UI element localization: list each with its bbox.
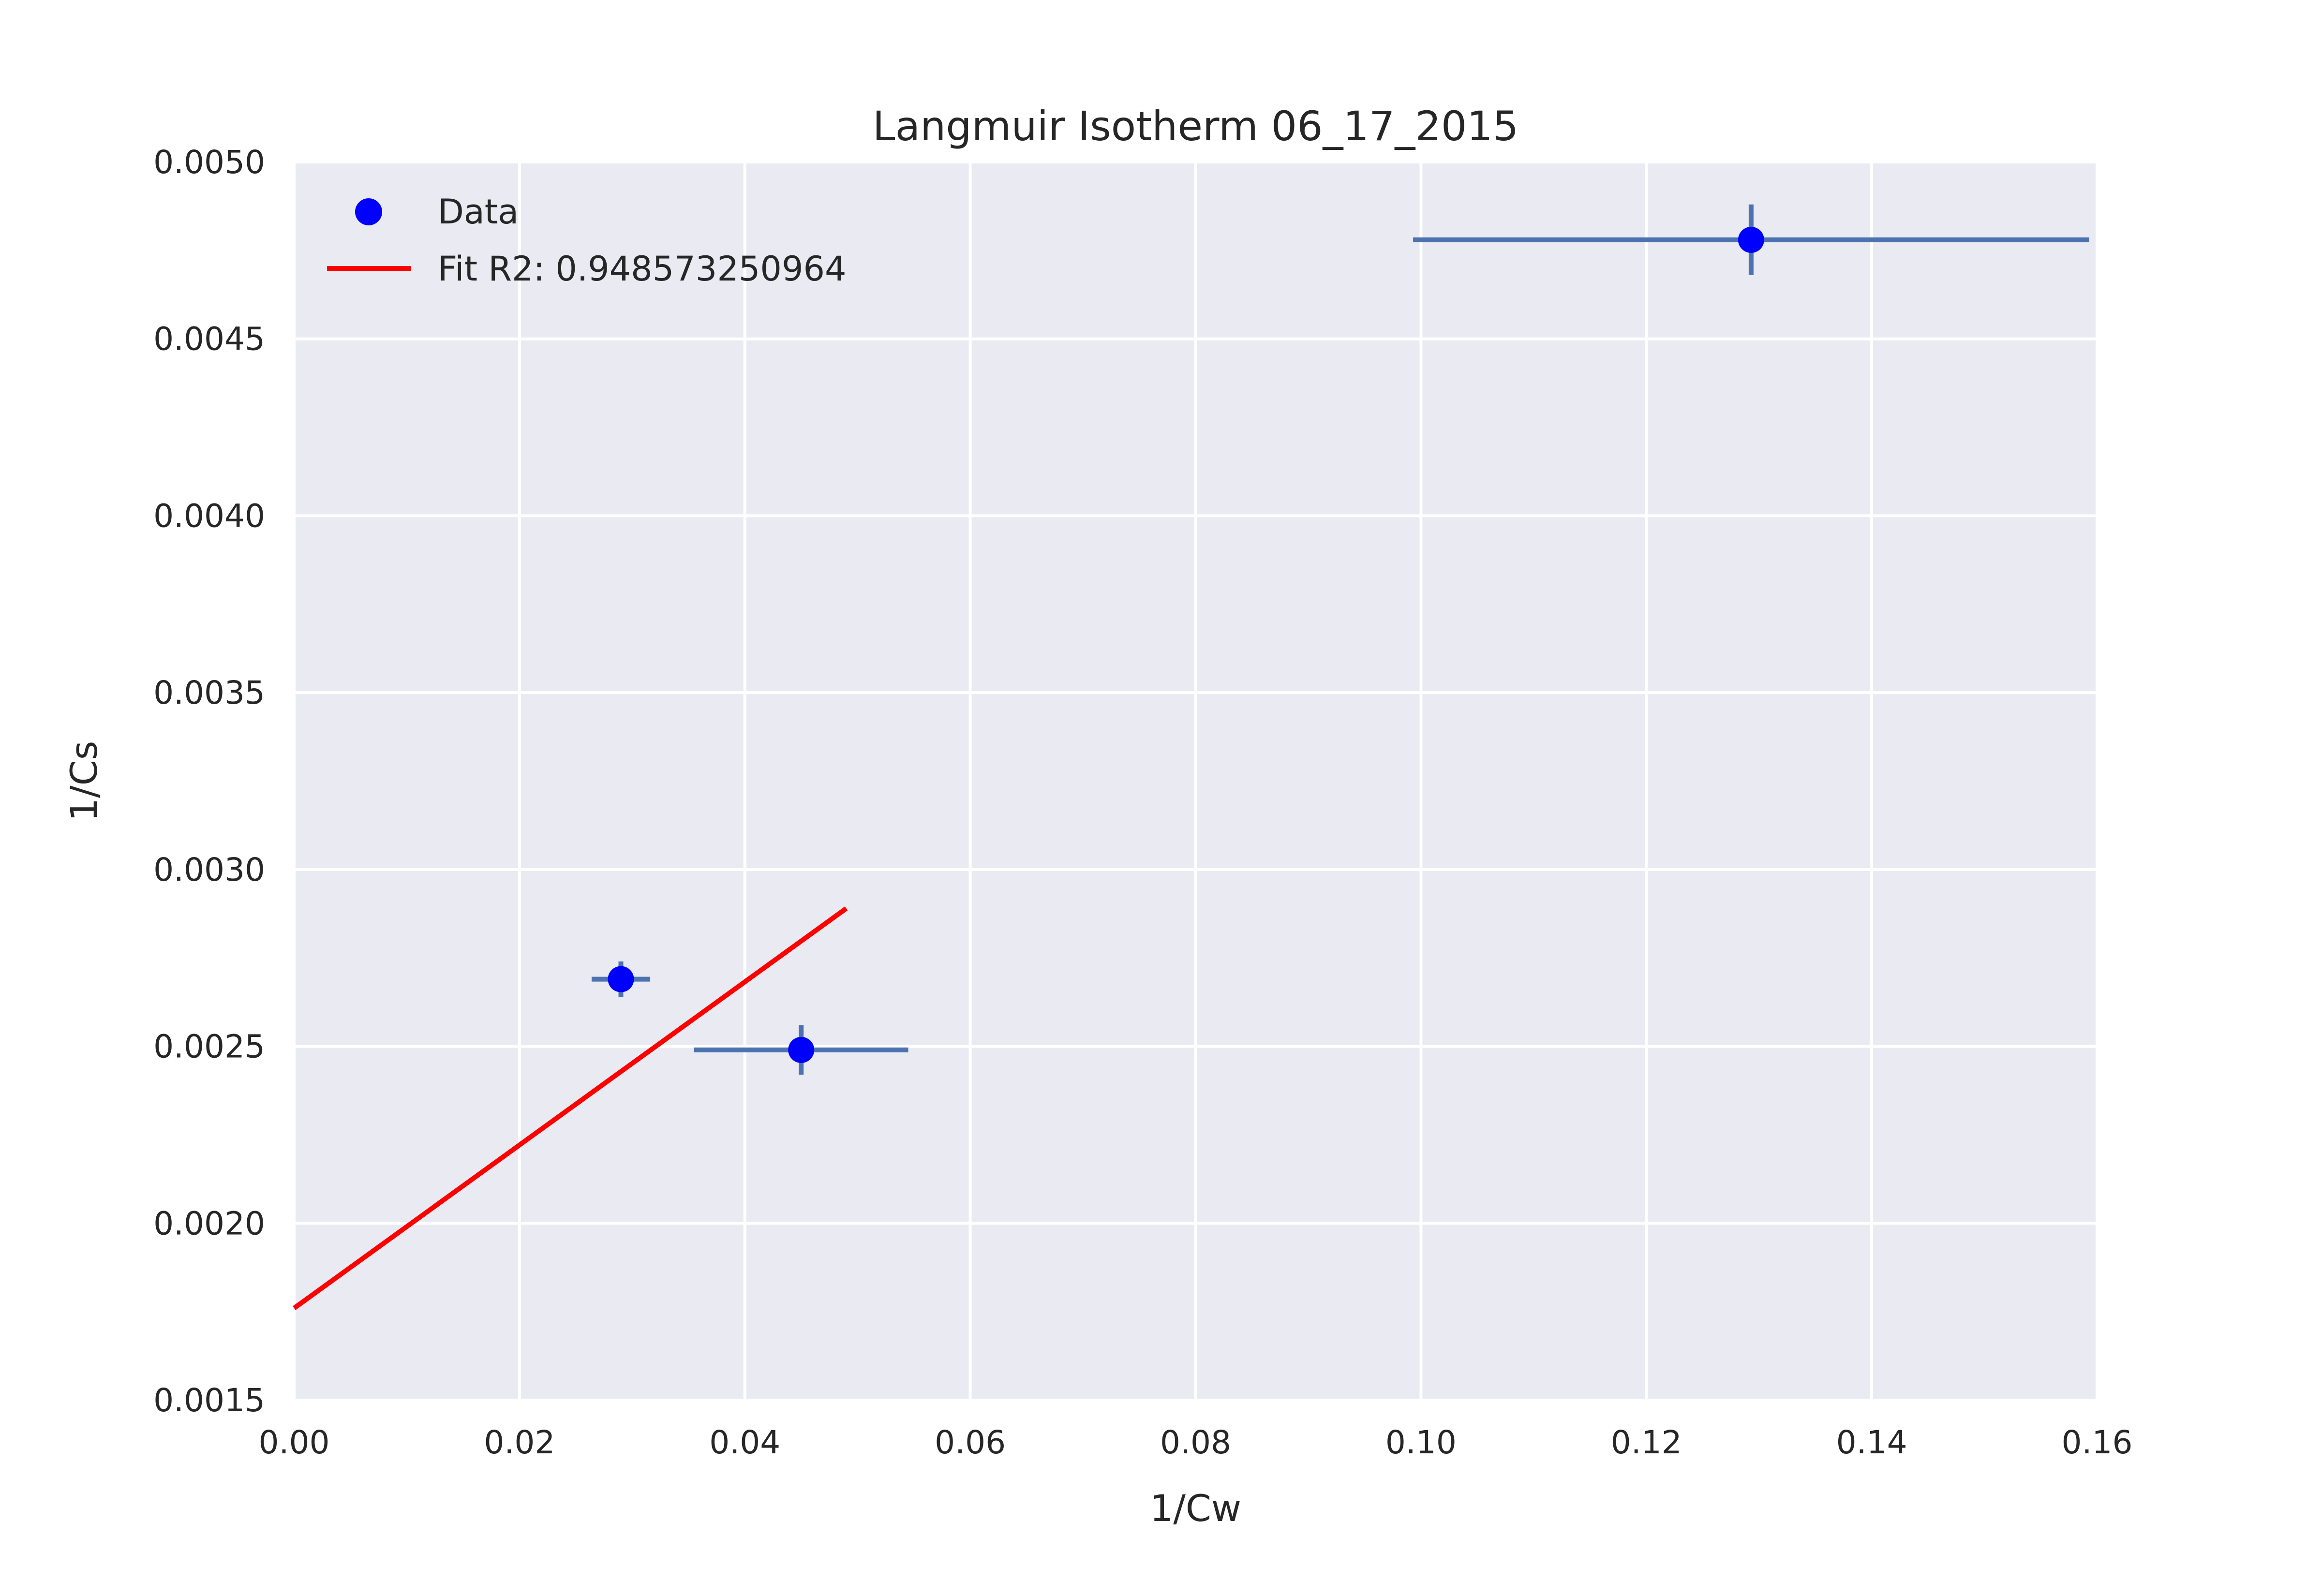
- x-tick-label: 0.02: [484, 1424, 555, 1461]
- x-tick-label: 0.12: [1611, 1424, 1682, 1461]
- y-tick-label: 0.0035: [153, 674, 265, 711]
- x-tick-label: 0.00: [259, 1424, 330, 1461]
- legend-label-fit: Fit R2: 0.948573250964: [438, 249, 847, 289]
- x-tick-label: 0.14: [1836, 1424, 1907, 1461]
- x-tick-label: 0.06: [935, 1424, 1006, 1461]
- x-tick-label: 0.16: [2062, 1424, 2133, 1461]
- y-tick-label: 0.0015: [153, 1382, 265, 1419]
- data-point: [1738, 226, 1764, 253]
- y-tick-label: 0.0045: [153, 321, 265, 358]
- y-axis-label: 1/Cs: [62, 741, 105, 822]
- legend: Data Fit R2: 0.948573250964: [327, 192, 847, 289]
- y-tick-label: 0.0030: [153, 851, 265, 888]
- x-tick-label: 0.08: [1160, 1424, 1231, 1461]
- y-tick-label: 0.0020: [153, 1205, 265, 1242]
- x-axis-ticks: 0.00 0.02 0.04 0.06 0.08 0.10 0.12 0.14 0.16: [259, 1424, 2133, 1461]
- grid: [293, 161, 2099, 1402]
- y-tick-label: 0.0050: [153, 144, 265, 181]
- y-axis-ticks: 0.0015 0.0020 0.0025 0.0030 0.0035 0.0040 0.00…: [153, 144, 265, 1419]
- legend-label-data: Data: [438, 192, 519, 232]
- data-point: [788, 1036, 815, 1063]
- series: [293, 204, 2089, 1310]
- y-tick-label: 0.0025: [153, 1028, 265, 1065]
- fit-line: [293, 906, 848, 1310]
- x-axis-label: 1/Cw: [1150, 1487, 1241, 1530]
- legend-marker-data: [355, 198, 382, 225]
- chart-title: Langmuir Isotherm 06_17_2015: [873, 103, 1518, 150]
- data-point: [608, 966, 634, 992]
- x-tick-label: 0.04: [709, 1424, 780, 1461]
- x-tick-label: 0.10: [1385, 1424, 1457, 1461]
- y-tick-label: 0.0040: [153, 497, 265, 534]
